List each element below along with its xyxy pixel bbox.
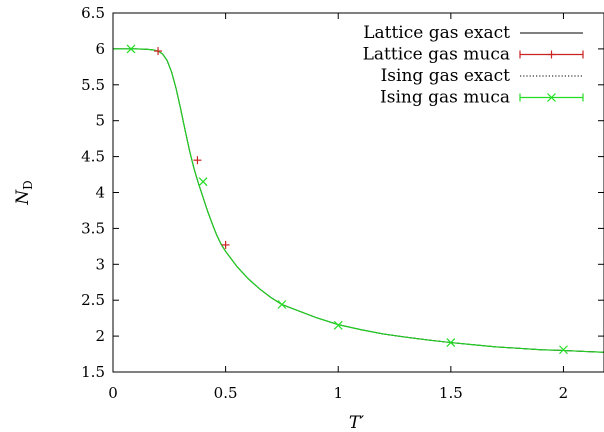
ising-muca-point (559, 345, 568, 355)
legend-label: Ising gas exact (381, 66, 511, 86)
marker-stroke (547, 93, 556, 102)
x-tick-labels: 0 0.5 1 1.5 2 (108, 384, 568, 402)
legend-label: Ising gas muca (380, 88, 510, 108)
y-axis-title-main: N (13, 189, 33, 206)
legend-label: Lattice gas exact (363, 23, 510, 43)
x-tick-label: 0.5 (214, 384, 238, 402)
plot-curves (113, 48, 604, 353)
axis-ticks (112, 12, 604, 373)
marker-stroke (126, 44, 136, 54)
y-tick-label: 5.5 (81, 76, 105, 94)
y-tick-label: 3 (95, 255, 105, 273)
ising-muca-point (198, 177, 208, 187)
y-tick-label: 3.5 (81, 219, 105, 237)
y-tick-label: 4 (95, 184, 105, 202)
marker-stroke (277, 300, 287, 309)
y-tick-label: 1.5 (81, 363, 105, 381)
legend-label: Lattice gas muca (363, 45, 510, 65)
y-tick-label: 5 (95, 112, 105, 130)
y-tick-label: 2 (95, 327, 105, 345)
plot-points (126, 44, 568, 355)
ising-muca-point (333, 320, 343, 330)
lattice-muca-point (193, 156, 202, 165)
plot-frame (112, 12, 604, 373)
marker-stroke (333, 320, 343, 330)
overlay-curve (113, 48, 604, 353)
ising-muca-point (277, 300, 287, 309)
lattice-muca-point (154, 47, 163, 56)
ising-muca-point (446, 338, 456, 347)
x-axis-title: T′ (349, 413, 364, 432)
series-curve (113, 48, 604, 353)
x-tick-label: 0 (108, 384, 118, 402)
lattice-muca-point (221, 240, 230, 249)
ising-muca-point (126, 44, 136, 54)
y-tick-label: 4.5 (81, 148, 105, 166)
x-tick-label: 1.5 (439, 384, 463, 402)
marker-stroke (446, 338, 456, 347)
x-tick-label: 2 (559, 384, 569, 402)
y-tick-label: 6.5 (81, 4, 105, 22)
y-axis-title-sub: D (21, 180, 35, 190)
x-tick-label: 1 (333, 384, 343, 402)
y-tick-label: 2.5 (81, 291, 105, 309)
series-curve (113, 48, 604, 353)
legend-marker (547, 50, 556, 59)
legend-marker (547, 93, 556, 102)
y-tick-labels: 1.5 2 2.5 3 3.5 4 4.5 5 5.5 6 6.5 (81, 4, 105, 381)
marker-stroke (198, 177, 208, 187)
y-axis-title: ND (13, 180, 35, 206)
marker-stroke (559, 345, 568, 355)
y-tick-label: 6 (95, 40, 105, 58)
